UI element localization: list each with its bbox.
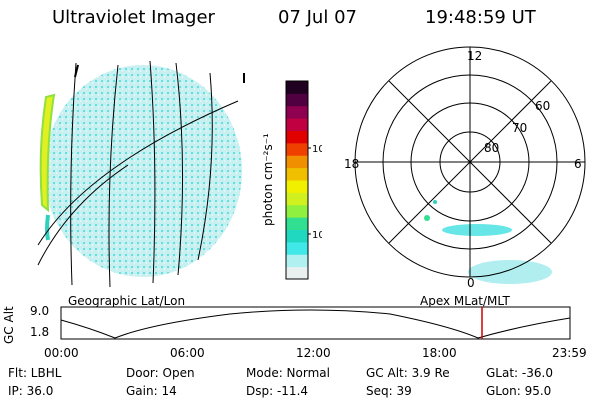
hour-label-6: 6	[574, 157, 582, 171]
timeline-right-caption: Apex MLat/MLT	[420, 294, 510, 308]
colorbar-stripe	[286, 254, 308, 268]
timeline-y-label: GC Alt	[2, 306, 16, 344]
timeline-ytick-1-8: 1.8	[30, 325, 50, 339]
hour-label-0: 0	[467, 276, 475, 290]
colorbar-tick-100: 100	[312, 144, 322, 155]
info-gain: Gain: 14	[126, 384, 177, 398]
colorbar-stripe	[286, 180, 308, 193]
info-ip: IP: 36.0	[8, 384, 54, 398]
colorbar-stripe	[286, 142, 308, 156]
colorbar-stripe	[286, 192, 308, 206]
hour-label-18: 18	[344, 157, 359, 171]
colorbar-tick-10: 10	[312, 230, 322, 241]
colorbar-unit-label: photon cm⁻²s⁻¹	[262, 133, 275, 226]
info-gc-alt: GC Alt: 3.9 Re	[366, 366, 450, 380]
date-label: 07 Jul 07	[278, 7, 357, 28]
colorbar-stripe	[286, 130, 308, 144]
timeline-ytick-9: 9.0	[30, 304, 50, 318]
colorbar-stripe	[286, 241, 308, 255]
polar-plot: 12 18 6 0 60 70 80	[344, 46, 586, 290]
timeline-xtick-2359: 23:59	[552, 346, 587, 360]
aurora-oval	[442, 224, 512, 236]
colorbar-stripe	[286, 229, 308, 243]
info-mode: Mode: Normal	[246, 366, 330, 380]
timeline-left-caption: Geographic Lat/Lon	[68, 294, 186, 308]
colorbar-stripe	[286, 266, 308, 280]
info-seq: Seq: 39	[366, 384, 412, 398]
timeline-xtick-0600: 06:00	[170, 346, 205, 360]
disk-fill	[44, 65, 242, 277]
lat-label-60: 60	[535, 99, 550, 113]
lat-label-80: 80	[484, 141, 499, 155]
limb-emission	[39, 93, 56, 213]
colorbar-stripe	[286, 118, 308, 131]
time-label: 19:48:59 UT	[425, 7, 536, 28]
colorbar-stripe	[286, 81, 308, 94]
colorbar-stripe	[286, 105, 308, 119]
colorbar-stripe	[286, 204, 308, 218]
instrument-title: Ultraviolet Imager	[52, 7, 215, 28]
lat-label-70: 70	[512, 121, 527, 135]
hour-label-12: 12	[467, 49, 482, 63]
aurora-patch	[468, 260, 552, 284]
info-glon: GLon: 95.0	[486, 384, 552, 398]
orbit-altitude-plot	[60, 306, 571, 340]
info-flt: Flt: LBHL	[8, 366, 62, 380]
info-dsp: Dsp: -11.4	[246, 384, 309, 398]
timeline-xtick-0000: 00:00	[44, 346, 79, 360]
altitude-curve	[60, 309, 571, 339]
colorbar-gradient	[286, 81, 308, 280]
polar-grid	[354, 46, 586, 278]
earth-disk-image	[37, 60, 245, 288]
colorbar-stripe	[286, 155, 308, 169]
timeline-xtick-1200: 12:00	[296, 346, 331, 360]
info-glat: GLat: -36.0	[486, 366, 553, 380]
timeline-xtick-1800: 18:00	[422, 346, 457, 360]
colorbar-stripe	[286, 217, 308, 230]
info-door: Door: Open	[126, 366, 195, 380]
colorbar-stripe	[286, 167, 308, 181]
geo-grid	[37, 60, 239, 288]
colorbar: photon cm⁻²s⁻¹ 100 10	[262, 80, 322, 280]
colorbar-stripe	[286, 93, 308, 107]
